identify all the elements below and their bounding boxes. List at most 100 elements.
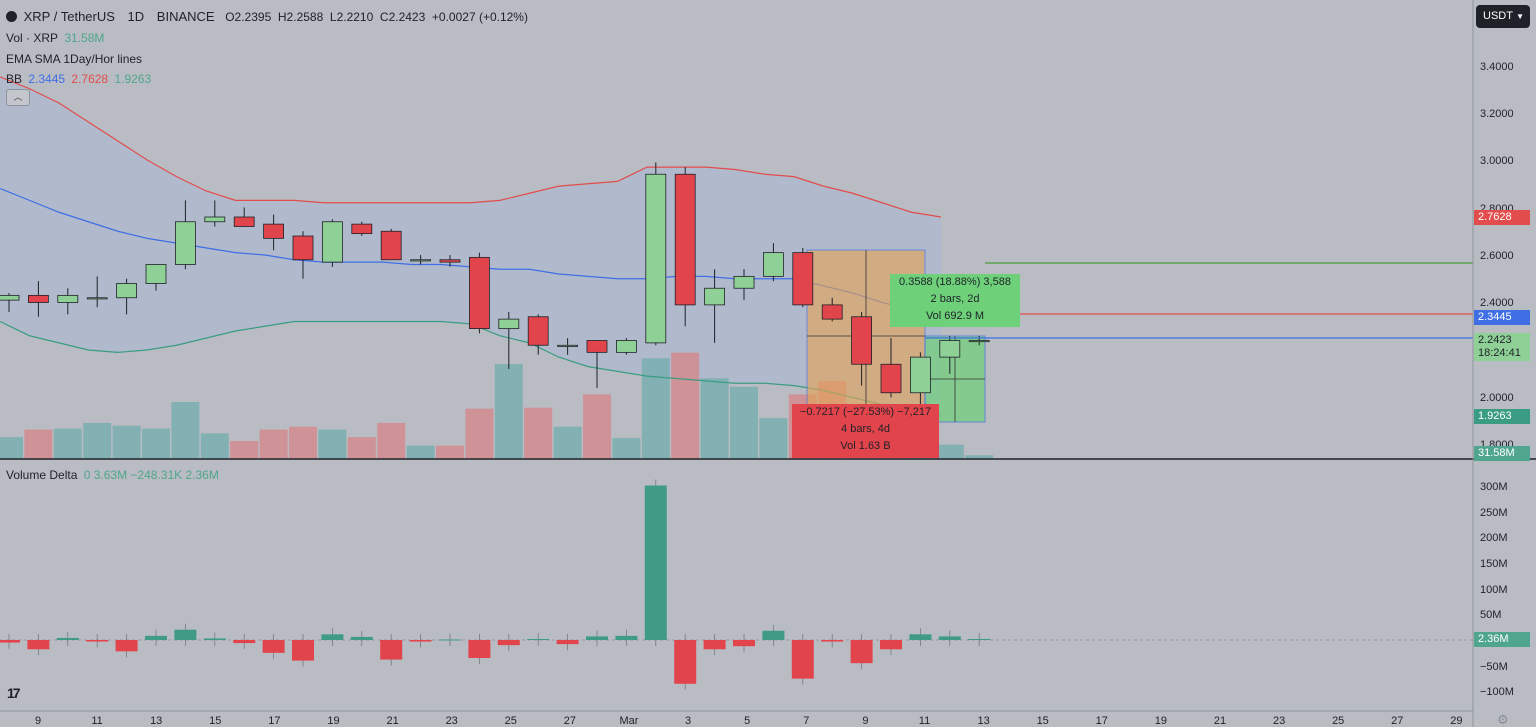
settings-gear-icon[interactable]: ⚙ xyxy=(1497,712,1509,727)
candle-body xyxy=(27,294,49,303)
candle-body xyxy=(468,256,490,330)
high-value: H2.2588 xyxy=(277,10,324,24)
time-tick-label: 7 xyxy=(803,715,809,727)
candlesticks xyxy=(0,162,990,417)
lower-bb-price-label: 1.9263 xyxy=(1474,409,1530,424)
delta-tick-label: 100M xyxy=(1480,584,1508,596)
volume-bar xyxy=(965,455,994,459)
volume-bar xyxy=(53,428,82,459)
candle-countdown: 18:24:41 xyxy=(1478,347,1521,359)
time-tick-label: 27 xyxy=(1391,715,1403,727)
delta-bar xyxy=(909,634,932,640)
candle-body xyxy=(86,297,108,300)
volume-bar xyxy=(436,445,464,459)
bb-label: BB xyxy=(6,72,23,86)
delta-tick-label: 200M xyxy=(1480,532,1508,544)
ema-sma-legend[interactable]: EMA SMA 1Day/Hor lines xyxy=(6,52,145,66)
time-tick-label: 5 xyxy=(744,715,750,727)
volume-legend[interactable]: Vol · XRP 31.58M xyxy=(6,31,107,45)
delta-bar xyxy=(791,640,814,679)
candle-body xyxy=(616,340,637,353)
volume-delta-label: Volume Delta xyxy=(6,468,78,482)
tradingview-logo-icon[interactable]: 17 xyxy=(7,685,21,701)
middle-bb-price-label: 2.3445 xyxy=(1474,310,1530,325)
volume-delta-legend[interactable]: Volume Delta 0 3.63M −248.31K 2.36M xyxy=(6,468,222,482)
down-measure-change: −0.7217 (−27.53%) −7,217 xyxy=(799,406,932,418)
price-tick-label: 2.6000 xyxy=(1480,250,1514,262)
volume-bar xyxy=(112,425,141,459)
last-price-value: 2.2423 xyxy=(1478,334,1512,346)
delta-bar xyxy=(733,640,755,647)
delta-bar xyxy=(556,640,579,645)
candle-body xyxy=(174,221,196,265)
delta-bar xyxy=(821,640,844,642)
time-tick-label: 29 xyxy=(1450,715,1462,727)
delta-bar xyxy=(350,636,373,640)
time-tick-label: 17 xyxy=(268,715,280,727)
time-tick-label: 19 xyxy=(1155,715,1167,727)
open-value: O2.2395 xyxy=(225,10,272,24)
delta-bar xyxy=(262,640,285,653)
delta-bar xyxy=(850,640,873,664)
bb-legend[interactable]: BB 2.3445 2.7628 1.9263 xyxy=(6,72,154,86)
delta-tick-label: 250M xyxy=(1480,507,1508,519)
volume-bar xyxy=(200,433,229,459)
time-tick-label: 15 xyxy=(1037,715,1049,727)
volume-bar xyxy=(406,445,435,459)
symbol-name[interactable]: XRP / TetherUS xyxy=(23,9,115,24)
candle-body xyxy=(939,340,961,358)
delta-bar xyxy=(409,640,432,642)
volume-bar xyxy=(730,386,758,459)
volume-label: Vol · XRP xyxy=(6,31,59,45)
volume-bar xyxy=(759,418,788,459)
delta-tick-label: 300M xyxy=(1480,481,1508,493)
time-tick-label: 21 xyxy=(1214,715,1226,727)
candle-body xyxy=(233,216,255,227)
candle-body xyxy=(145,264,167,284)
volume-bar xyxy=(583,394,611,459)
currency-label: USDT xyxy=(1483,10,1513,22)
price-tick-label: 2.4000 xyxy=(1480,297,1514,309)
time-tick-label: 9 xyxy=(35,715,41,727)
time-tick-label: 23 xyxy=(446,715,458,727)
delta-bar xyxy=(292,640,314,661)
exchange-logo-icon xyxy=(6,11,17,22)
time-tick-label: 25 xyxy=(505,715,517,727)
candle-body xyxy=(674,173,696,306)
candle-body xyxy=(851,316,872,365)
delta-bar xyxy=(27,640,50,650)
currency-unit-button[interactable]: USDT ▼ xyxy=(1476,5,1530,28)
volume-delta-bars xyxy=(0,479,1473,690)
volume-bar xyxy=(553,426,582,459)
down-measure-bars: 4 bars, 4d xyxy=(841,423,890,435)
delta-tick-label: −100M xyxy=(1480,686,1514,698)
collapse-legend-button[interactable]: ︿ xyxy=(6,89,30,106)
last-price-label: 2.2423 18:24:41 xyxy=(1474,333,1530,361)
candle-body xyxy=(763,252,784,277)
chevron-up-icon: ︿ xyxy=(13,92,23,102)
volume-price-label: 31.58M xyxy=(1474,446,1530,461)
time-tick-label: 21 xyxy=(386,715,398,727)
bb-band-area xyxy=(0,76,941,415)
delta-bar xyxy=(321,634,344,640)
volume-bar xyxy=(494,364,523,459)
volume-bar xyxy=(671,352,700,459)
volume-bar xyxy=(83,422,112,459)
candle-body xyxy=(439,259,461,263)
volume-bar xyxy=(171,402,200,459)
delta-bar xyxy=(968,638,991,640)
candle-body xyxy=(351,223,373,235)
bb-middle-value: 2.3445 xyxy=(28,72,66,86)
up-measurement-box: 0.3588 (18.88%) 3,588 2 bars, 2d Vol 692… xyxy=(890,274,1020,327)
volume-bar xyxy=(524,407,553,459)
low-value: L2.2210 xyxy=(329,10,374,24)
interval[interactable]: 1D xyxy=(127,9,145,24)
time-tick-label: 9 xyxy=(862,715,868,727)
volume-bar xyxy=(935,444,964,459)
volume-bar xyxy=(259,429,288,459)
delta-bar xyxy=(703,640,726,650)
volume-bar xyxy=(347,437,376,459)
time-tick-label: 25 xyxy=(1332,715,1344,727)
